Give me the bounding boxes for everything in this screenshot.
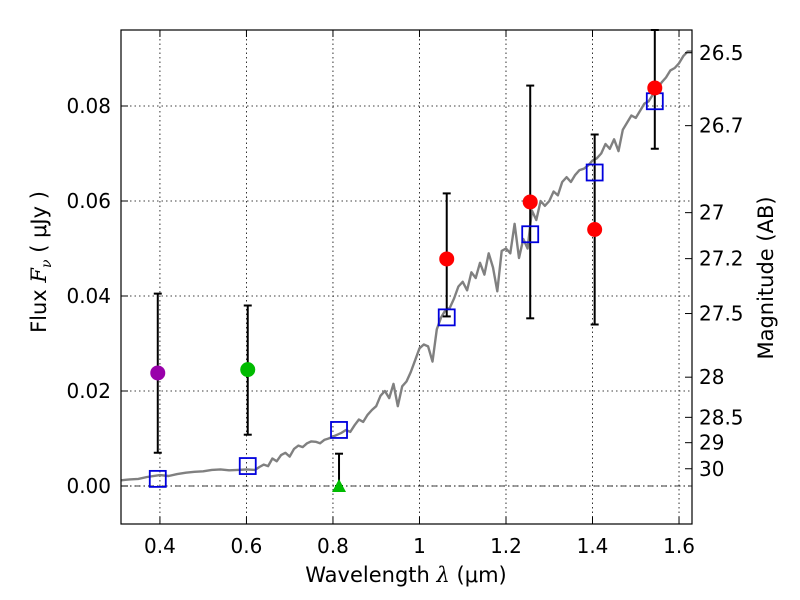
plot-frame xyxy=(120,29,693,525)
x-tick-label: 1.4 xyxy=(577,534,609,558)
y-tick-label: 0.06 xyxy=(66,189,111,213)
right-tick-label: 27.5 xyxy=(699,302,744,326)
observed-markers xyxy=(150,80,663,492)
observed-upper-limit-triangle xyxy=(332,479,347,492)
x-tick-labels: 0.4 0.6 0.8 1 1.2 1.4 1.6 xyxy=(144,534,695,558)
observed-flux-point xyxy=(647,80,663,96)
model-photometry-square xyxy=(238,457,257,475)
model-photometry-square xyxy=(437,308,456,327)
x-axis-title: Wavelength λ (μm) xyxy=(305,563,506,587)
right-tick-label: 27.2 xyxy=(699,247,744,271)
observed-flux-point xyxy=(240,362,256,378)
y-tick-label: 0.02 xyxy=(66,379,111,403)
right-tick-label: 28.5 xyxy=(699,405,744,429)
x-tick-label: 1.2 xyxy=(490,534,522,558)
model-photometry-square xyxy=(148,469,167,488)
model-spectrum-line xyxy=(120,50,692,482)
model-photometry-square xyxy=(521,225,540,244)
x-tick-label: 1 xyxy=(413,534,426,558)
y-tick-labels: 0.00 0.02 0.04 0.06 0.08 xyxy=(66,94,111,498)
x-tick-label: 0.4 xyxy=(144,534,176,558)
right-tick-label: 30 xyxy=(699,457,724,481)
y-tick-label: 0.00 xyxy=(66,474,111,498)
model-photometry-square xyxy=(585,163,604,182)
plot-area xyxy=(121,30,692,524)
right-tick-label: 26.7 xyxy=(699,114,744,138)
observed-flux-point xyxy=(522,194,538,210)
observed-flux-point xyxy=(150,365,166,381)
right-tick-label: 26.5 xyxy=(699,41,744,65)
model-spectrum xyxy=(120,50,692,482)
right-axis-title: Magnitude (AB) xyxy=(754,196,778,359)
y-tick-label: 0.04 xyxy=(66,284,111,308)
observed-flux-point xyxy=(587,222,603,237)
model-photometry-square xyxy=(330,421,348,439)
y-axis-title: Flux Fν ( μJy ) xyxy=(27,191,55,333)
right-tick-label: 27 xyxy=(699,201,724,225)
x-tick-label: 0.8 xyxy=(317,534,349,558)
axis-ticks xyxy=(121,30,692,524)
observed-flux-point xyxy=(439,251,455,267)
x-tick-label: 0.6 xyxy=(231,534,263,558)
right-tick-label: 28 xyxy=(699,365,724,389)
x-tick-label: 1.6 xyxy=(663,534,695,558)
right-tick-label: 29 xyxy=(699,431,724,455)
y-tick-label: 0.08 xyxy=(66,94,111,118)
